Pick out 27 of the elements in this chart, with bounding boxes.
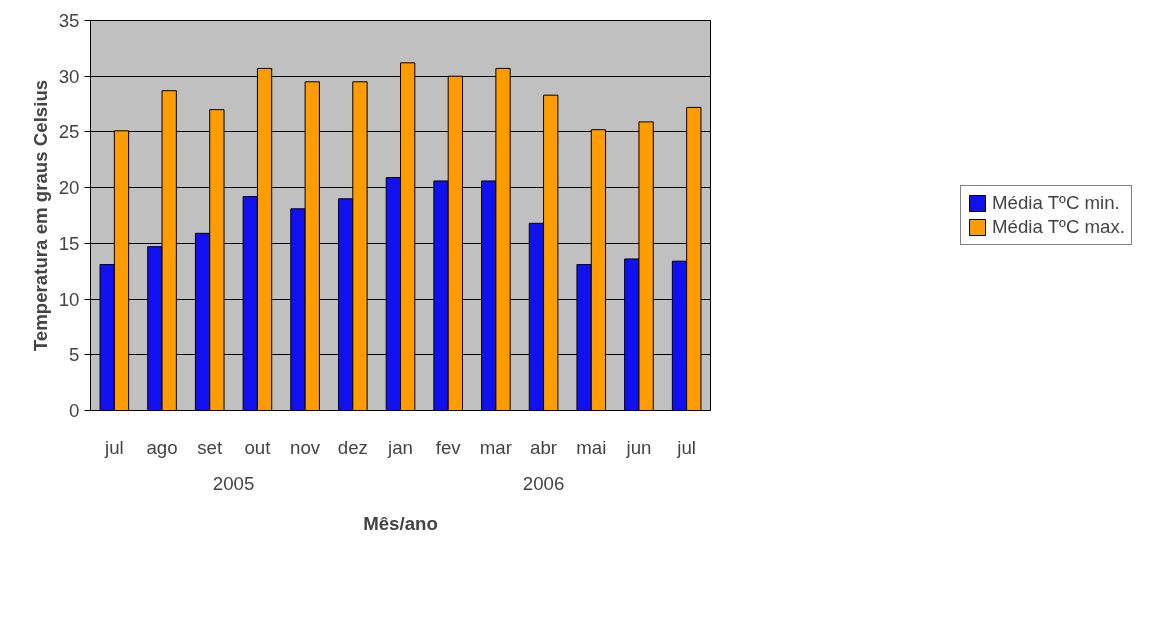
x-tick-label: dez xyxy=(337,436,368,458)
x-tick-label: fev xyxy=(435,436,462,458)
legend-label: Média TºC min. xyxy=(992,192,1120,214)
x-tick-label: ago xyxy=(146,436,178,458)
x-tick-label: mar xyxy=(479,436,512,458)
x-tick-label: jun xyxy=(625,436,652,458)
text: 2005 xyxy=(212,472,255,494)
y-tick-label: 35 xyxy=(58,10,80,31)
x-axis-title: Mês/ano xyxy=(363,512,438,534)
y-tick-label: 15 xyxy=(58,232,80,254)
x-tick-label: nov xyxy=(290,436,321,458)
x-tick-label: jul xyxy=(104,436,124,458)
x-tick-label: out xyxy=(244,436,272,458)
x-tick-label: jan xyxy=(387,436,413,458)
y-tick-label: 30 xyxy=(58,65,80,87)
y-tick-label: 5 xyxy=(69,344,80,366)
x-tick-label: abr xyxy=(530,436,558,458)
legend-label: Média TºC max. xyxy=(992,216,1125,238)
y-tick-label: 10 xyxy=(58,288,80,310)
y-axis-title: Temperatura em graus Celsius xyxy=(29,79,51,352)
x-tick-label: mai xyxy=(576,436,607,458)
x-tick-label: jul xyxy=(676,436,696,458)
y-tick-label: 0 xyxy=(69,400,80,421)
x-tick-label: set xyxy=(197,436,223,458)
y-tick-label: 25 xyxy=(58,121,80,143)
text: 2006 xyxy=(522,472,565,494)
y-tick-label: 20 xyxy=(58,177,80,199)
